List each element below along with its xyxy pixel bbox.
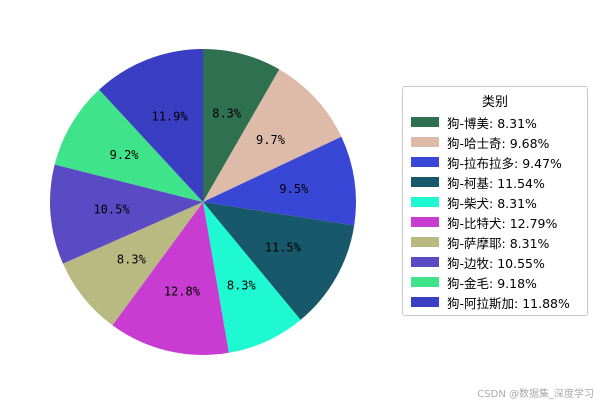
legend-item: 狗-阿拉斯加: 11.88% — [411, 292, 570, 312]
legend-swatch — [411, 177, 439, 187]
pie-slice — [203, 69, 342, 202]
legend-label: 狗-哈士奇: 9.68% — [447, 135, 550, 151]
legend-item: 狗-拉布拉多: 9.47% — [411, 152, 562, 172]
pie-slice — [203, 202, 301, 353]
legend-label: 狗-金毛: 9.18% — [447, 275, 537, 291]
slice-percent-label: 11.5% — [265, 240, 302, 254]
legend-label: 狗-阿拉斯加: 11.88% — [447, 295, 570, 311]
legend-swatch — [411, 237, 439, 247]
legend-label: 狗-边牧: 10.55% — [447, 255, 545, 271]
legend-label: 狗-柴犬: 8.31% — [447, 195, 537, 211]
legend-swatch — [411, 137, 439, 147]
legend-item: 狗-博美: 8.31% — [411, 112, 537, 132]
legend-label: 狗-萨摩耶: 8.31% — [447, 235, 550, 251]
watermark: CSDN @数据集_深度学习 — [477, 389, 594, 400]
legend-label: 狗-博美: 8.31% — [447, 115, 537, 131]
legend-swatch — [411, 217, 439, 227]
legend-swatch — [411, 257, 439, 267]
pie-slice — [203, 202, 355, 320]
legend-swatch — [411, 117, 439, 127]
slice-percent-label: 11.9% — [151, 110, 188, 124]
legend: 类别 狗-博美: 8.31% 狗-哈士奇: 9.68% 狗-拉布拉多: 9.47% 狗… — [402, 86, 588, 316]
slice-percent-label: 8.3% — [212, 106, 242, 120]
slice-percent-label: 8.3% — [227, 278, 257, 292]
pie-labels: 8.3% 9.7% 9.5% 11.5% 8.3% 12.8% 8.3% 10.5% 9.2% 1… — [93, 106, 309, 298]
pie-slices — [49, 49, 356, 355]
legend-label: 狗-柯基: 11.54% — [447, 175, 545, 191]
legend-title: 类别 — [481, 95, 508, 110]
legend-label: 狗-拉布拉多: 9.47% — [447, 155, 562, 171]
legend-item: 狗-柴犬: 8.31% — [411, 192, 537, 212]
slice-percent-label: 12.8% — [164, 284, 201, 298]
legend-label: 狗-比特犬: 12.79% — [447, 215, 558, 231]
pie-slice — [62, 202, 203, 326]
legend-swatch — [411, 297, 439, 307]
legend-swatch — [411, 197, 439, 207]
legend-item: 狗-哈士奇: 9.68% — [411, 132, 549, 152]
slice-percent-label: 10.5% — [93, 203, 130, 217]
pie-slice — [112, 202, 229, 355]
slice-percent-label: 8.3% — [117, 252, 147, 266]
pie-slice — [54, 89, 203, 202]
legend-item: 狗-比特犬: 12.79% — [411, 212, 557, 232]
legend-item: 狗-金毛: 9.18% — [411, 272, 537, 292]
pie-slice — [203, 136, 356, 226]
legend-swatch — [411, 157, 439, 167]
legend-item: 狗-边牧: 10.55% — [411, 252, 545, 272]
pie-slice — [203, 49, 280, 202]
slice-percent-label: 9.2% — [110, 148, 140, 162]
slice-percent-label: 9.7% — [256, 133, 286, 147]
pie-slice — [49, 164, 203, 264]
slice-percent-label: 9.5% — [279, 182, 309, 196]
pie-slice — [99, 49, 203, 202]
legend-item: 狗-柯基: 11.54% — [411, 172, 545, 192]
legend-swatch — [411, 277, 439, 287]
legend-item: 狗-萨摩耶: 8.31% — [411, 232, 549, 252]
